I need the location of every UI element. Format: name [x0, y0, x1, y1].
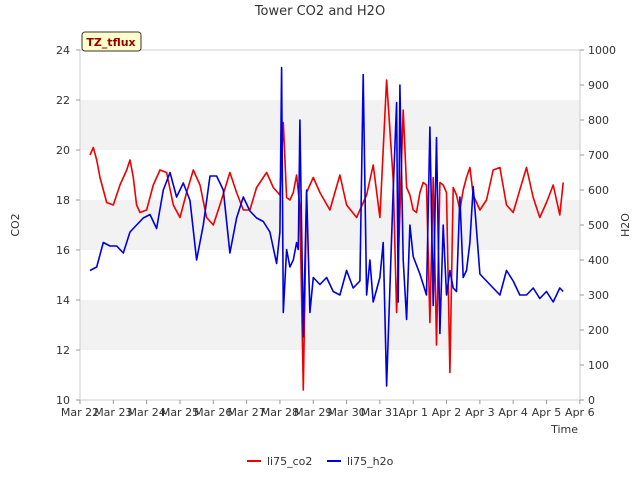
y-axis-right-label: H2O — [619, 213, 632, 237]
x-tick-label: Mar 24 — [128, 406, 166, 419]
x-tick-label: Mar 29 — [294, 406, 332, 419]
x-tick-label: Mar 30 — [327, 406, 365, 419]
legend-label-co2: li75_co2 — [267, 455, 312, 468]
x-tick-label: Apr 1 — [398, 406, 428, 419]
x-tick-label: Mar 22 — [61, 406, 99, 419]
y-right-tick-label: 700 — [588, 149, 609, 162]
badge: TZ_tflux — [81, 31, 142, 52]
x-tick-label: Apr 4 — [498, 406, 528, 419]
y-right-tick-label: 800 — [588, 114, 609, 127]
y-right-tick-label: 0 — [588, 394, 595, 407]
y-axis-right: 0 100 200 300 400 500 600 700 800 900 1000 — [580, 44, 616, 407]
legend-label-h2o: li75_h2o — [347, 455, 394, 468]
grid-band — [80, 300, 580, 350]
series-layer — [89, 66, 564, 391]
x-tick-label: Mar 23 — [94, 406, 132, 419]
y-axis-left: 10 12 14 16 18 20 22 24 — [56, 44, 80, 407]
series-line-li75_h2o — [89, 66, 564, 387]
series-line-li75_co2 — [89, 79, 564, 391]
x-tick-label: Apr 3 — [465, 406, 495, 419]
y-left-tick-label: 20 — [56, 144, 70, 157]
y-axis-left-label: CO2 — [9, 213, 22, 236]
x-tick-label: Mar 25 — [161, 406, 199, 419]
y-right-tick-label: 500 — [588, 219, 609, 232]
y-right-tick-label: 900 — [588, 79, 609, 92]
y-right-tick-label: 200 — [588, 324, 609, 337]
x-tick-label: Mar 28 — [261, 406, 299, 419]
x-tick-label: Mar 26 — [194, 406, 232, 419]
badge-label: TZ_tflux — [86, 36, 135, 49]
y-right-tick-label: 1000 — [588, 44, 616, 57]
x-tick-label: Mar 31 — [361, 406, 399, 419]
badge-box — [81, 31, 142, 52]
y-left-tick-label: 14 — [56, 294, 70, 307]
x-tick-label: Apr 5 — [532, 406, 562, 419]
x-axis-label: Time — [550, 423, 578, 436]
x-tick-label: Mar 27 — [227, 406, 265, 419]
y-left-tick-label: 18 — [56, 194, 70, 207]
legend: li75_co2 li75_h2o — [247, 455, 394, 468]
y-left-tick-label: 16 — [56, 244, 70, 257]
y-left-tick-label: 12 — [56, 344, 70, 357]
y-right-tick-label: 300 — [588, 289, 609, 302]
y-left-tick-label: 22 — [56, 94, 70, 107]
x-tick-label: Apr 6 — [565, 406, 595, 419]
y-left-tick-label: 24 — [56, 44, 70, 57]
chart-title: Tower CO2 and H2O — [254, 4, 385, 19]
y-right-tick-label: 600 — [588, 184, 609, 197]
y-right-tick-label: 400 — [588, 254, 609, 267]
y-left-tick-label: 10 — [56, 394, 70, 407]
x-tick-label: Apr 2 — [432, 406, 462, 419]
grid-band — [80, 100, 580, 150]
y-right-tick-label: 100 — [588, 359, 609, 372]
